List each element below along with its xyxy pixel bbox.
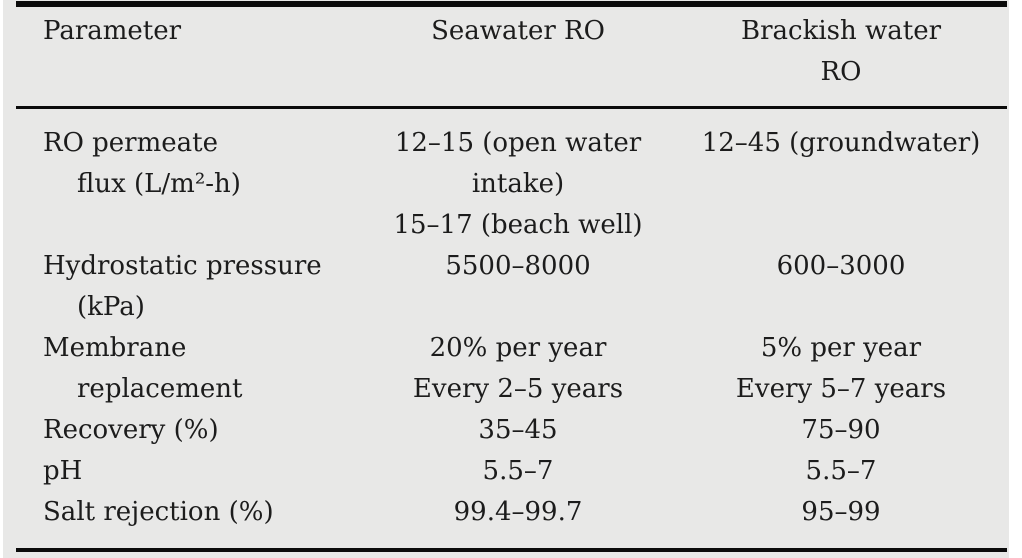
parameter-cell: Recovery (%) [16, 410, 390, 451]
brackish-value-cell: 95–99 [675, 492, 1007, 533]
text-line: 95–99 [801, 497, 881, 527]
text-line: 5% per year [760, 333, 922, 363]
table-body: RO permeate flux (L/m²-h) 12–15 (open wat… [16, 109, 1007, 533]
text-line: Parameter [43, 16, 182, 46]
text-line: RO permeate [43, 128, 218, 158]
text-line: Brackish water [740, 16, 942, 46]
seawater-value-cell: 20% per year Every 2–5 years [390, 328, 646, 410]
text-line: Every 2–5 years [412, 374, 624, 404]
parameter-cell: Membrane replacement [16, 328, 390, 410]
text-line: Seawater RO [431, 16, 605, 46]
table-row-recovery: Recovery (%) 35–45 75–90 [16, 410, 1007, 451]
text-line: 12–45 (groundwater) [701, 128, 981, 158]
column-header-seawater-ro: Seawater RO [390, 11, 646, 106]
text-line: Salt rejection (%) [43, 497, 274, 527]
text-line: 15–17 (beach well) [393, 210, 643, 240]
header-divider-rule [16, 106, 1007, 109]
text-line: 600–3000 [776, 251, 906, 281]
text-line: 5500–8000 [445, 251, 591, 281]
text-line: 99.4–99.7 [453, 497, 583, 527]
seawater-value-cell: 12–15 (open water intake) 15–17 (beach wel… [390, 123, 646, 246]
seawater-value-cell: 5500–8000 [390, 246, 646, 328]
text-line: Every 5–7 years [735, 374, 947, 404]
brackish-value-cell: 75–90 [675, 410, 1007, 451]
text-line: Membrane [43, 333, 187, 363]
table-row-salt-rejection: Salt rejection (%) 99.4–99.7 95–99 [16, 492, 1007, 533]
parameter-cell: Hydrostatic pressure (kPa) [16, 246, 390, 328]
table-row-membrane-replacement: Membrane replacement 20% per year Every 2–… [16, 328, 1007, 410]
text-line: pH [43, 456, 83, 486]
text-line: intake) [471, 169, 565, 199]
text-line: 12–15 (open water [394, 128, 642, 158]
column-header-brackish-water-ro: Brackish water RO [675, 11, 1007, 106]
parameter-cell: Salt rejection (%) [16, 492, 390, 533]
text-line: flux (L/m²-h) [77, 169, 241, 199]
text-line: 75–90 [801, 415, 881, 445]
seawater-value-cell: 35–45 [390, 410, 646, 451]
text-line: Hydrostatic pressure [43, 251, 322, 281]
brackish-value-cell: 5% per year Every 5–7 years [675, 328, 1007, 410]
column-header-parameter: Parameter [16, 11, 390, 106]
table-header-row: Parameter Seawater RO Brackish water RO [16, 7, 1007, 106]
text-line: 35–45 [478, 415, 558, 445]
text-line: 5.5–7 [805, 456, 877, 486]
text-line: 20% per year [429, 333, 607, 363]
text-line: (kPa) [77, 292, 145, 322]
text-line: Recovery (%) [43, 415, 219, 445]
table-row-hydrostatic-pressure: Hydrostatic pressure (kPa) 5500–8000 600–… [16, 246, 1007, 328]
table-bottom-rule [16, 548, 1007, 552]
seawater-value-cell: 5.5–7 [390, 451, 646, 492]
text-line: 5.5–7 [482, 456, 554, 486]
brackish-value-cell: 5.5–7 [675, 451, 1007, 492]
text-line: replacement [77, 374, 243, 404]
comparison-table: Parameter Seawater RO Brackish water RO R… [16, 1, 1007, 552]
seawater-value-cell: 99.4–99.7 [390, 492, 646, 533]
parameter-cell: pH [16, 451, 390, 492]
table-row-ro-permeate-flux: RO permeate flux (L/m²-h) 12–15 (open wat… [16, 123, 1007, 246]
table-card: Parameter Seawater RO Brackish water RO R… [3, 0, 1009, 558]
table-row-ph: pH 5.5–7 5.5–7 [16, 451, 1007, 492]
brackish-value-cell: 600–3000 [675, 246, 1007, 328]
text-line: RO [820, 57, 862, 87]
brackish-value-cell: 12–45 (groundwater) [675, 123, 1007, 246]
table-top-rule [16, 1, 1007, 7]
parameter-cell: RO permeate flux (L/m²-h) [16, 123, 390, 246]
